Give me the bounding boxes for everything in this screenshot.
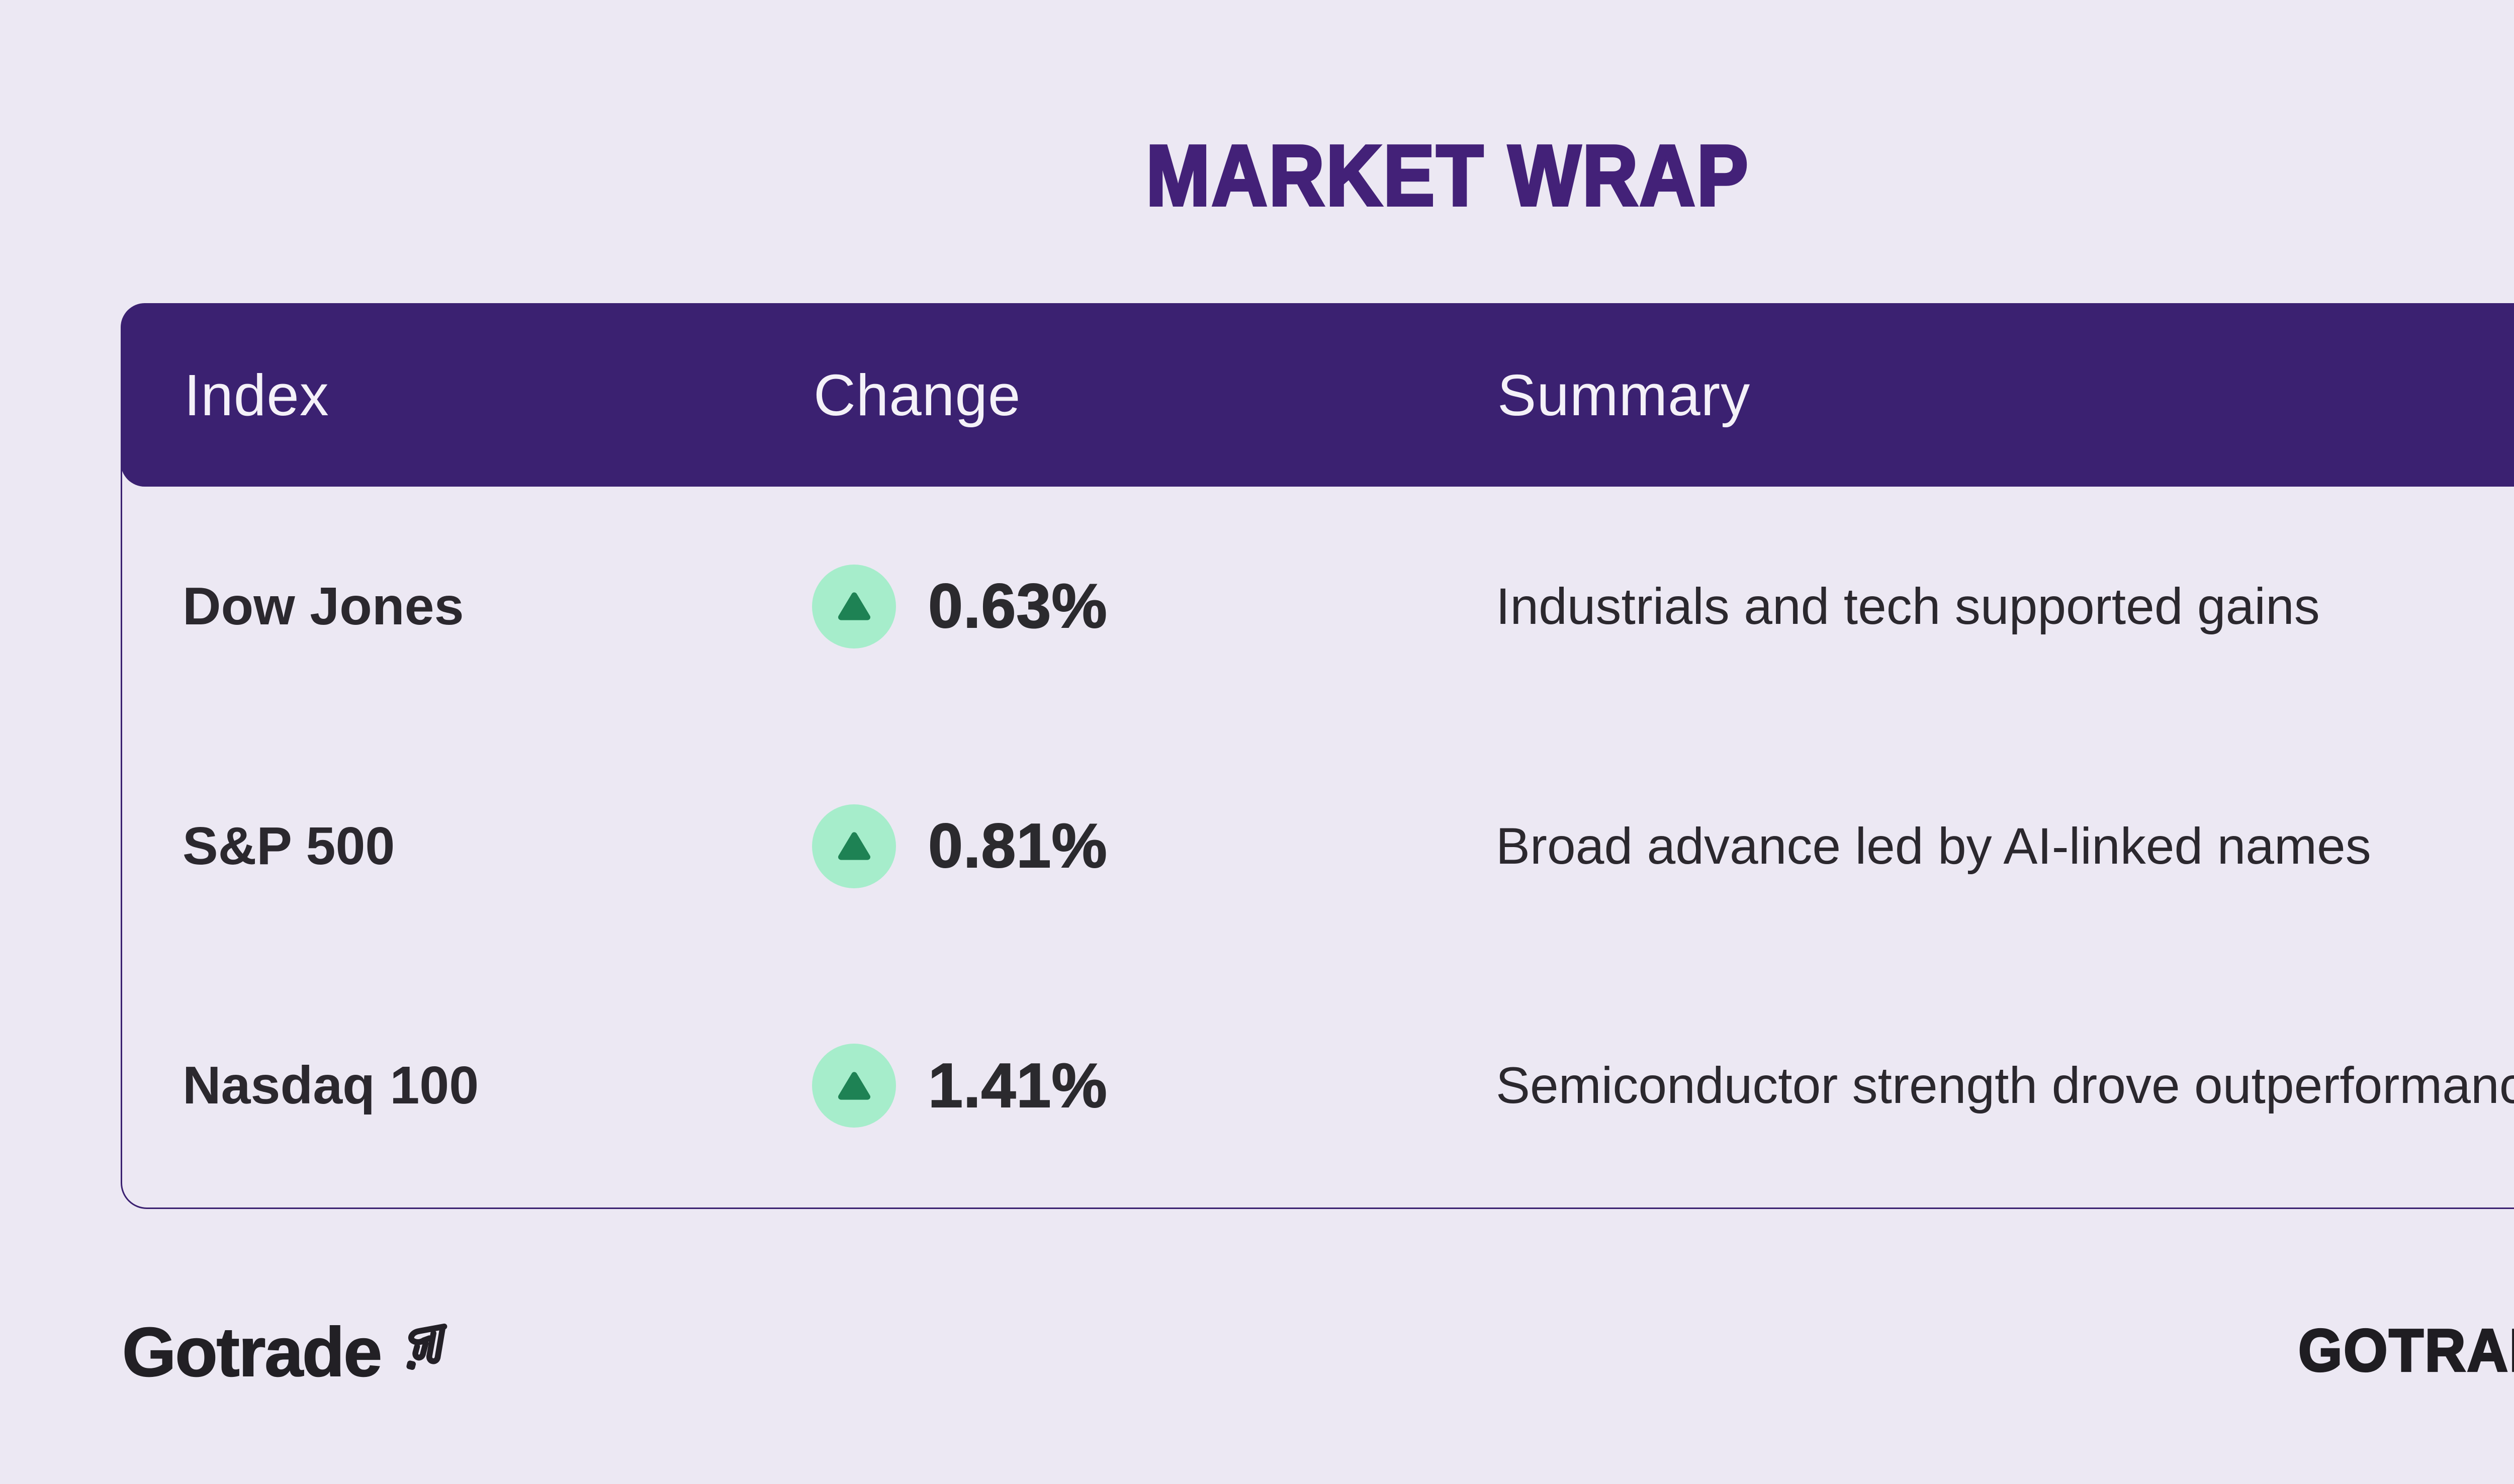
up-arrow-icon (838, 1072, 870, 1100)
up-arrow-badge (812, 1044, 896, 1128)
gotrade-logo: Gotrade (122, 1307, 458, 1398)
summary-text: Broad advance led by AI-linked names (1496, 817, 2371, 875)
index-name: S&P 500 (183, 816, 395, 876)
page-title: MARKET WRAP (1145, 126, 1750, 225)
column-header-summary: Summary (1497, 362, 1751, 428)
change-value: 0.63% (928, 571, 1108, 641)
change-cell: 0.81% (812, 804, 1496, 888)
market-table: Index Change Summary Dow Jones 0.63% Ind… (121, 303, 2514, 1209)
table-row: Dow Jones 0.63% Industrials and tech sup… (122, 487, 2514, 726)
column-header-change: Change (814, 362, 1021, 428)
up-arrow-badge (812, 564, 896, 648)
up-arrow-icon (838, 832, 870, 860)
table-body: Dow Jones 0.63% Industrials and tech sup… (122, 487, 2514, 1205)
table-header-row: Index Change Summary (121, 303, 2514, 487)
up-arrow-icon (838, 592, 870, 620)
table-row: S&P 500 0.81% Broad advance led by AI-li… (122, 726, 2514, 966)
summary-text: Industrials and tech supported gains (1496, 577, 2320, 635)
change-value: 1.41% (928, 1051, 1108, 1121)
table-row: Nasdaq 100 1.41% Semiconductor strength … (122, 966, 2514, 1205)
gotrade-logo-icon (406, 1323, 447, 1370)
change-value: 0.81% (928, 811, 1108, 881)
index-name: Nasdaq 100 (183, 1056, 479, 1116)
up-arrow-badge (812, 804, 896, 888)
gotrade-daily-wordmark: GOTRADE DAILY (2297, 1316, 2514, 1385)
change-cell: 1.41% (812, 1044, 1496, 1128)
index-name: Dow Jones (183, 576, 464, 636)
change-cell: 0.63% (812, 564, 1496, 648)
summary-text: Semiconductor strength drove outperforma… (1496, 1057, 2514, 1115)
gotrade-wordmark: Gotrade (122, 1313, 383, 1392)
column-header-index: Index (184, 362, 329, 428)
